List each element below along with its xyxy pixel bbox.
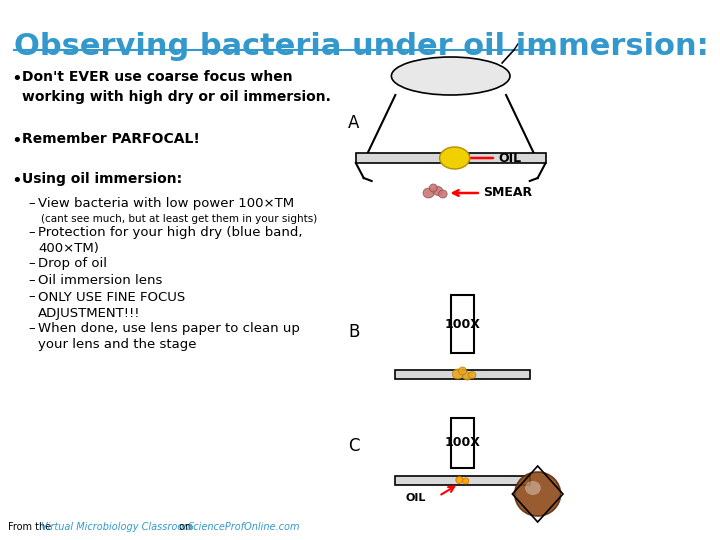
Text: •: •	[11, 70, 22, 88]
Ellipse shape	[452, 369, 464, 379]
Bar	[356, 153, 546, 163]
Ellipse shape	[462, 478, 469, 484]
Text: Oil immersion lens: Oil immersion lens	[38, 274, 162, 287]
Text: on: on	[176, 522, 194, 532]
Text: Protection for your high dry (blue band,
400×TM): Protection for your high dry (blue band,…	[38, 226, 302, 254]
Bar	[395, 476, 530, 485]
Ellipse shape	[429, 184, 437, 192]
Ellipse shape	[438, 190, 447, 198]
Text: SMEAR: SMEAR	[483, 186, 532, 199]
Text: –: –	[29, 322, 35, 335]
Text: OIL: OIL	[405, 493, 426, 503]
Text: 100X: 100X	[445, 436, 480, 449]
Bar	[451, 295, 474, 353]
Text: –: –	[29, 257, 35, 270]
Ellipse shape	[525, 481, 541, 495]
Text: Observing bacteria under oil immersion:: Observing bacteria under oil immersion:	[14, 32, 709, 61]
Text: –: –	[29, 291, 35, 303]
Text: Remember PARFOCAL!: Remember PARFOCAL!	[22, 132, 200, 146]
Ellipse shape	[392, 57, 510, 95]
Bar	[395, 370, 530, 379]
Bar	[451, 418, 474, 468]
Text: Drop of oil: Drop of oil	[38, 257, 107, 270]
Text: Using oil immersion:: Using oil immersion:	[22, 172, 182, 186]
Ellipse shape	[515, 472, 561, 516]
Text: From the: From the	[8, 522, 54, 532]
Ellipse shape	[433, 186, 443, 195]
Ellipse shape	[456, 476, 463, 483]
Text: Virtual Microbiology Classroom: Virtual Microbiology Classroom	[41, 522, 193, 532]
Text: OIL: OIL	[498, 152, 521, 165]
Text: •: •	[11, 172, 22, 190]
Text: View bacteria with low power 100×TM: View bacteria with low power 100×TM	[38, 197, 294, 210]
Text: ScienceProfOnline.com: ScienceProfOnline.com	[188, 522, 301, 532]
Text: •: •	[11, 132, 22, 150]
Text: When done, use lens paper to clean up
your lens and the stage: When done, use lens paper to clean up yo…	[38, 322, 300, 351]
Text: –: –	[29, 197, 35, 210]
Text: 100X: 100X	[445, 318, 480, 330]
Text: C: C	[348, 437, 359, 455]
Text: ONLY USE FINE FOCUS
ADJUSTMENT!!!: ONLY USE FINE FOCUS ADJUSTMENT!!!	[38, 291, 185, 320]
Ellipse shape	[462, 372, 472, 380]
Ellipse shape	[468, 372, 476, 379]
Ellipse shape	[423, 188, 434, 198]
Text: –: –	[29, 226, 35, 239]
Ellipse shape	[459, 367, 467, 375]
Text: B: B	[348, 323, 359, 341]
Text: (cant see much, but at least get them in your sights): (cant see much, but at least get them in…	[41, 214, 318, 224]
Text: Don't EVER use coarse focus when
working with high dry or oil immersion.: Don't EVER use coarse focus when working…	[22, 70, 331, 104]
Text: –: –	[29, 274, 35, 287]
Ellipse shape	[440, 147, 469, 169]
Text: A: A	[348, 114, 359, 132]
